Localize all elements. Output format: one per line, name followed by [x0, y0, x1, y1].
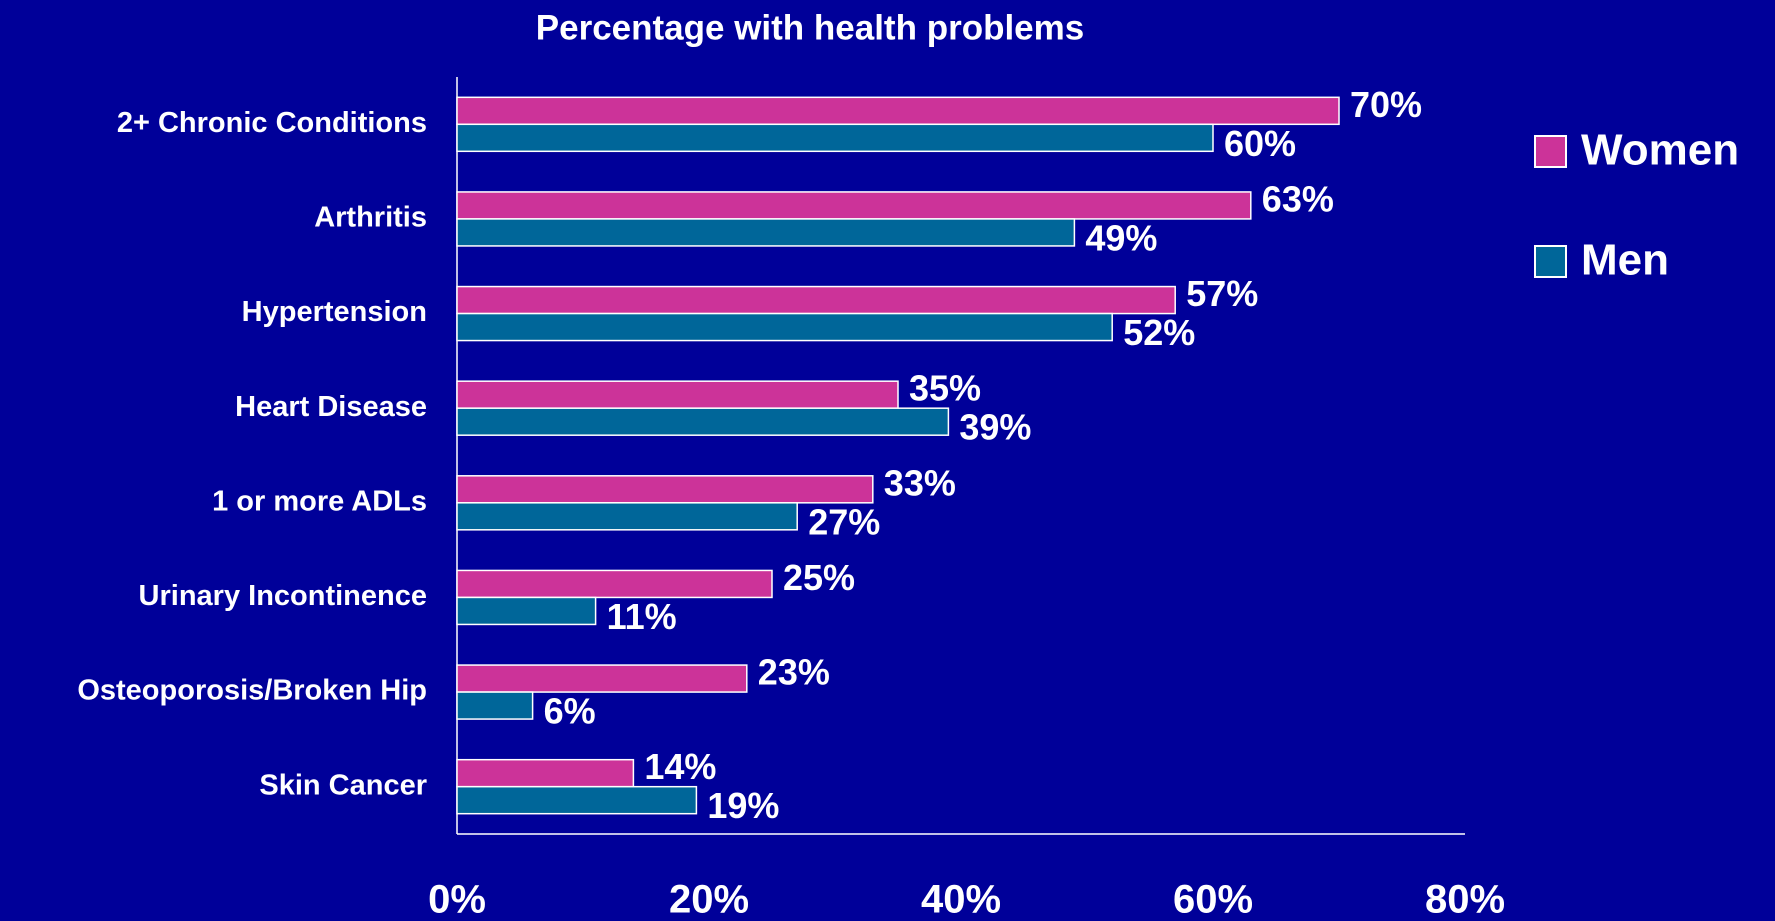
bar	[456, 502, 798, 531]
value-label: 57%	[1186, 273, 1258, 314]
legend-label: Men	[1581, 236, 1669, 285]
value-label: 60%	[1224, 123, 1296, 164]
value-label: 39%	[959, 407, 1031, 448]
value-label: 6%	[544, 691, 596, 732]
bar	[456, 596, 597, 626]
value-label: 33%	[884, 462, 956, 503]
value-label: 25%	[783, 557, 855, 598]
bar	[456, 475, 874, 504]
value-label: 70%	[1350, 84, 1422, 125]
value-label: 49%	[1085, 217, 1157, 258]
bar	[456, 285, 1176, 315]
y-tick-label: 1 or more ADLs	[212, 485, 427, 517]
x-tick-label: 40%	[921, 878, 1001, 921]
value-label: 27%	[808, 501, 880, 542]
x-tick-label: 60%	[1173, 878, 1253, 921]
legend-swatch	[1534, 245, 1567, 278]
y-tick-label: Urinary Incontinence	[139, 580, 427, 612]
bar	[456, 218, 1076, 247]
bar	[456, 758, 635, 788]
bar	[456, 123, 1214, 153]
value-label: 63%	[1262, 178, 1334, 219]
value-label: 35%	[909, 368, 981, 409]
bar	[456, 785, 698, 815]
x-tick-label: 0%	[428, 878, 486, 921]
y-tick-label: Skin Cancer	[259, 769, 427, 801]
bar	[456, 380, 899, 409]
chart-title: Percentage with health problems	[536, 8, 1084, 47]
value-label: 23%	[758, 652, 830, 693]
value-label: 14%	[644, 746, 716, 787]
bar	[456, 312, 1113, 342]
bar	[456, 96, 1340, 126]
y-tick-label: 2+ Chronic Conditions	[117, 107, 427, 139]
x-tick-label: 80%	[1425, 878, 1505, 921]
legend-label: Women	[1581, 126, 1739, 175]
y-tick-label: Heart Disease	[235, 391, 427, 423]
y-tick-label: Osteoporosis/Broken Hip	[77, 675, 427, 707]
bar	[456, 664, 748, 693]
y-tick-label: Hypertension	[242, 296, 427, 328]
value-label: 52%	[1123, 312, 1195, 353]
legend-swatch	[1534, 135, 1567, 168]
bar	[456, 191, 1252, 220]
bar	[456, 569, 773, 599]
bar	[456, 691, 534, 720]
value-label: 19%	[707, 785, 779, 826]
bar	[456, 407, 950, 436]
value-label: 11%	[607, 596, 677, 637]
y-tick-label: Arthritis	[314, 202, 427, 234]
x-tick-label: 20%	[669, 878, 749, 921]
